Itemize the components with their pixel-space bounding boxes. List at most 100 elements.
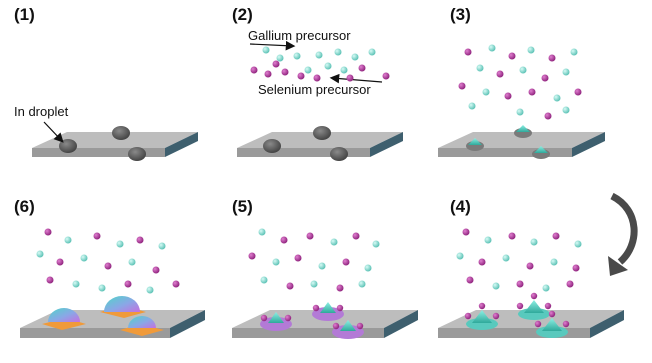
selenium-atom (478, 258, 486, 266)
selenium-atom (528, 88, 536, 96)
selenium-atom (286, 282, 294, 290)
gallium-atom (482, 88, 490, 96)
gallium-atom (272, 258, 280, 266)
crystal-seed (466, 138, 484, 151)
in-droplet (59, 126, 146, 161)
gallium-atom (80, 254, 88, 262)
gallium-atom (468, 102, 476, 110)
panel-label-3: (3) (450, 5, 471, 24)
selenium-atom (272, 60, 280, 68)
panel-label-1: (1) (14, 5, 35, 24)
gallium-atom (351, 53, 359, 61)
selenium-atom (312, 304, 320, 312)
selenium-atom (280, 236, 288, 244)
selenium-atom (281, 68, 289, 76)
selenium-atom (574, 88, 582, 96)
crystal-cluster (464, 302, 500, 330)
gallium-atom (64, 236, 72, 244)
selenium-atom (336, 284, 344, 292)
gallium-atom (502, 254, 510, 262)
selenium-atom (152, 266, 160, 274)
selenium-atom (264, 70, 272, 78)
gallium-atom (456, 252, 464, 260)
selenium-atom (534, 320, 542, 328)
crystal-seed (514, 125, 532, 138)
gallium-atom (36, 250, 44, 258)
selenium-atom (496, 70, 504, 78)
precursor-atoms-3 (458, 44, 582, 120)
selenium-atom (462, 228, 470, 236)
gallium-atom (570, 48, 578, 56)
selenium-atom (297, 72, 305, 80)
selenium-atom (544, 112, 552, 120)
selenium-atom (46, 276, 54, 284)
selenium-atom (358, 64, 366, 72)
crystal-cluster (516, 292, 552, 320)
panel-2: (2) Gallium precursor Selenium precursor (232, 5, 403, 161)
selenium-atom (284, 314, 292, 322)
selenium-atom (260, 314, 268, 322)
gallium-atom (358, 280, 366, 288)
precursor-atoms-6 (36, 228, 180, 294)
selenium-atom (346, 74, 354, 82)
droplet (330, 147, 348, 161)
selenium-atom (382, 72, 390, 80)
gallium-atom (484, 236, 492, 244)
nanostructures-5 (260, 302, 364, 339)
selenium-atom (562, 320, 570, 328)
curved-arrow-icon (608, 192, 638, 276)
gallium-atom (258, 228, 266, 236)
panel-label-6: (6) (14, 197, 35, 216)
nanostructure-dome (128, 316, 156, 328)
selenium-atom (566, 280, 574, 288)
gallium-atom (368, 48, 376, 56)
crystal-seed (532, 146, 550, 159)
gallium-atom (553, 94, 561, 102)
gallium-atom (372, 240, 380, 248)
selenium-atom (93, 232, 101, 240)
gallium-atom (542, 284, 550, 292)
gallium-atom (550, 258, 558, 266)
gallium-atom (519, 66, 527, 74)
selenium-atom (478, 302, 486, 310)
selenium-atom (458, 82, 466, 90)
precursor-atoms-4 (456, 228, 582, 292)
selenium-atom (548, 310, 556, 318)
gallium-atom (574, 240, 582, 248)
droplet (263, 139, 281, 153)
selenium-atom (124, 280, 132, 288)
panel-5: (5) (232, 197, 418, 339)
panel-label-2: (2) (232, 5, 253, 24)
panel-4: (4) (438, 197, 624, 338)
gallium-atom (98, 284, 106, 292)
selenium-atom (352, 232, 360, 240)
nanostructure-dome (48, 308, 80, 322)
gallium-atom (304, 66, 312, 74)
selenium-atom (306, 232, 314, 240)
selenium-atom (572, 264, 580, 272)
selenium-atom (530, 292, 538, 300)
gallium-atom (116, 240, 124, 248)
selenium-atom (332, 322, 340, 330)
nanostructures-4 (464, 292, 570, 338)
selenium-atom (248, 252, 256, 260)
nanostructures-6 (42, 296, 164, 336)
crystal-cluster (534, 310, 570, 338)
selenium-atom (356, 322, 364, 330)
gallium-atom (527, 46, 535, 54)
selenium-atom (508, 232, 516, 240)
selenium-atom (466, 276, 474, 284)
panel-label-4: (4) (450, 197, 471, 216)
gallium-atom (310, 280, 318, 288)
gallium-atom (516, 108, 524, 116)
selenium-atom (342, 258, 350, 266)
gallium-atom (293, 52, 301, 60)
selenium-atom (544, 302, 552, 310)
growing-cluster (260, 312, 292, 331)
gallium-atom (330, 238, 338, 246)
gallium-atom (488, 44, 496, 52)
gallium-atom (334, 48, 342, 56)
gallium-arrow-icon (249, 40, 296, 51)
selenium-atom (313, 74, 321, 82)
selenium-atom (548, 54, 556, 62)
